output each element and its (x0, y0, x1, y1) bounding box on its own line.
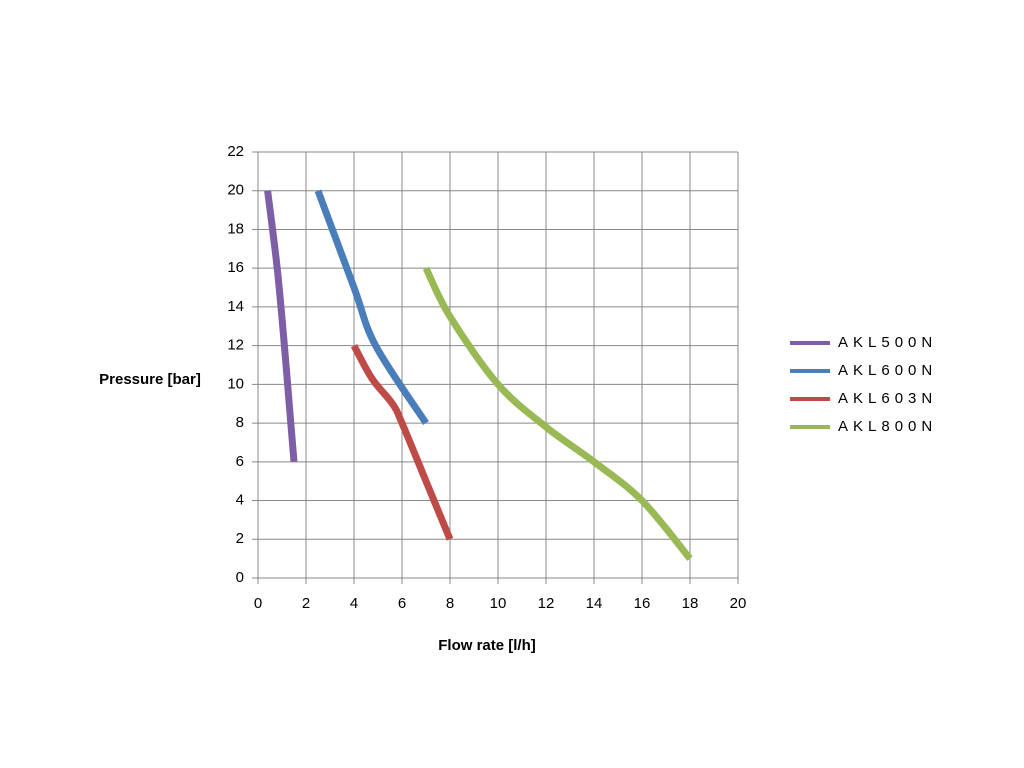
series-line (350, 343, 454, 541)
x-tick-label: 12 (538, 595, 555, 612)
series-line (314, 189, 429, 426)
x-tick-label: 20 (730, 595, 747, 612)
y-tick-label: 10 (227, 375, 244, 392)
x-axis-title: Flow rate [l/h] (438, 637, 536, 654)
x-tick-label: 4 (350, 595, 358, 612)
y-tick-label: 0 (236, 569, 244, 586)
x-tick-label: 14 (586, 595, 603, 612)
legend-label: AKL500N (838, 334, 937, 351)
x-tick-label: 10 (490, 595, 507, 612)
y-axis-title: Pressure [bar] (99, 371, 201, 388)
series-line (264, 190, 298, 463)
y-tick-label: 12 (227, 337, 244, 354)
legend-label: AKL603N (838, 390, 937, 407)
legend-label: AKL600N (838, 362, 937, 379)
y-tick-label: 2 (236, 530, 244, 547)
x-tick-label: 6 (398, 595, 406, 612)
x-tick-label: 18 (682, 595, 699, 612)
series-line (422, 266, 693, 561)
y-tick-label: 14 (227, 298, 244, 315)
y-tick-label: 18 (227, 220, 244, 237)
y-tick-label: 22 (227, 143, 244, 160)
x-tick-label: 2 (302, 595, 310, 612)
legend-label: AKL800N (838, 418, 937, 435)
y-tick-label: 20 (227, 182, 244, 199)
y-tick-label: 4 (236, 492, 244, 509)
x-tick-label: 16 (634, 595, 651, 612)
y-tick-label: 16 (227, 259, 244, 276)
x-tick-label: 0 (254, 595, 262, 612)
y-tick-label: 6 (236, 453, 244, 470)
x-tick-label: 8 (446, 595, 454, 612)
y-tick-label: 8 (236, 414, 244, 431)
